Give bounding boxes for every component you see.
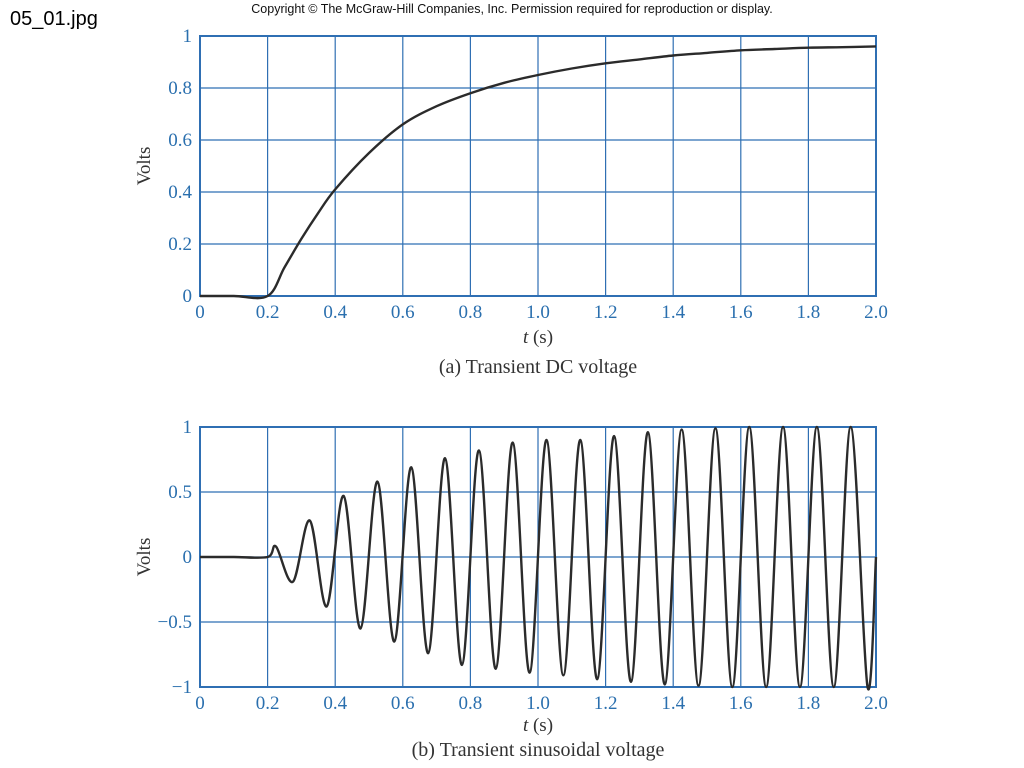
y-tick-label: 0.8	[168, 78, 192, 99]
x-tick-label: 2.0	[864, 693, 888, 714]
x-tick-label: 1.8	[797, 302, 821, 323]
y-tick-label: 0.2	[168, 234, 192, 255]
x-tick-label: 1.0	[526, 693, 550, 714]
series-line	[199, 425, 878, 691]
x-tick-label: 0.6	[391, 302, 415, 323]
chart-caption: (a) Transient DC voltage	[439, 356, 637, 378]
series-line	[200, 45, 877, 300]
x-tick-label: 1.6	[729, 302, 753, 323]
y-axis-title: Volts	[134, 147, 155, 186]
x-tick-label: 0	[195, 693, 205, 714]
y-tick-label: −0.5	[158, 612, 192, 633]
x-tick-label: 1.6	[729, 693, 753, 714]
x-axis-title: t (s)	[523, 327, 553, 348]
y-tick-label: 0	[183, 286, 193, 307]
y-axis-title: Volts	[134, 538, 155, 577]
x-axis-title: t (s)	[523, 715, 553, 736]
image-filename-label: 05_01.jpg	[10, 8, 98, 30]
x-tick-label: 1.2	[594, 302, 618, 323]
y-tick-label: 0.6	[168, 130, 192, 151]
chart-caption: (b) Transient sinusoidal voltage	[412, 739, 665, 761]
y-tick-label: −1	[172, 677, 192, 698]
x-tick-label: 0.4	[323, 693, 347, 714]
plot-frame	[199, 35, 877, 297]
x-tick-label: 0.2	[256, 302, 280, 323]
x-tick-label: 1.8	[797, 693, 821, 714]
y-tick-label: 1	[183, 417, 193, 438]
x-tick-label: 1.2	[594, 693, 618, 714]
x-tick-label: 1.4	[661, 693, 685, 714]
x-tick-label: 2.0	[864, 302, 888, 323]
x-tick-label: 0	[195, 302, 205, 323]
chart-panel-a: 0 0.2 0.4 0.6 0.8 1.0 1.2 1.4 1.6 1.8 2.0 0 0.2 0.4 0.…	[134, 26, 888, 378]
y-tick-label: 1	[183, 26, 193, 47]
y-tick-label: 0.4	[168, 182, 192, 203]
copyright-notice: Copyright © The McGraw-Hill Companies, I…	[251, 2, 773, 16]
x-tick-label: 0.8	[459, 302, 483, 323]
x-tick-label: 0.8	[459, 693, 483, 714]
x-tick-label: 0.4	[323, 302, 347, 323]
chart-panel-b: 0 0.2 0.4 0.6 0.8 1.0 1.2 1.4 1.6 1.8 2.0 −1 −0.5 0 0.…	[134, 417, 888, 761]
x-tick-label: 1.0	[526, 302, 550, 323]
x-tick-label: 0.6	[391, 693, 415, 714]
x-tick-label: 1.4	[661, 302, 685, 323]
y-tick-label: 0	[183, 547, 193, 568]
y-tick-label: 0.5	[168, 482, 192, 503]
x-tick-label: 0.2	[256, 693, 280, 714]
